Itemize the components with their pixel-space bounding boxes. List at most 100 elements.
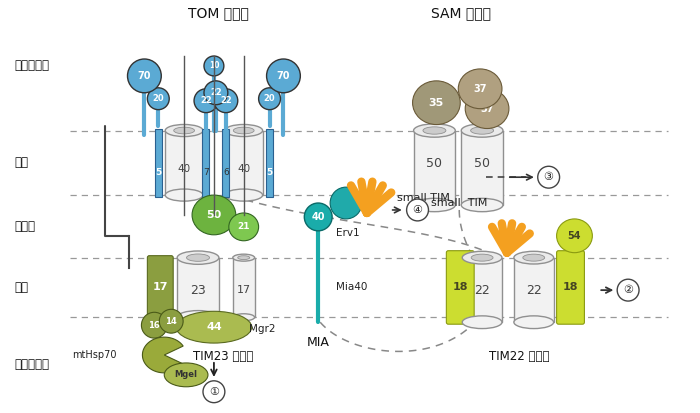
Ellipse shape	[187, 254, 209, 261]
Polygon shape	[142, 337, 183, 373]
Text: ④: ④	[412, 205, 423, 215]
Ellipse shape	[466, 89, 509, 128]
Text: 17: 17	[237, 285, 251, 295]
Text: 50: 50	[206, 210, 221, 220]
Text: TOM 複合体: TOM 複合体	[188, 6, 249, 20]
Text: 20: 20	[153, 94, 164, 103]
Text: Erv1: Erv1	[336, 228, 360, 238]
Text: 5: 5	[267, 168, 273, 177]
Text: 18: 18	[452, 282, 468, 292]
Ellipse shape	[204, 81, 228, 104]
Text: 22: 22	[526, 284, 542, 297]
Bar	[462, 258, 502, 322]
Ellipse shape	[194, 89, 218, 113]
Ellipse shape	[174, 127, 195, 134]
Ellipse shape	[238, 256, 250, 260]
Text: 10: 10	[209, 62, 219, 71]
Circle shape	[617, 279, 639, 301]
Text: 70: 70	[138, 71, 151, 81]
Text: ③: ③	[544, 172, 554, 182]
Text: 22: 22	[220, 96, 232, 105]
Ellipse shape	[225, 189, 262, 201]
Ellipse shape	[304, 203, 332, 231]
Text: 50: 50	[426, 157, 442, 170]
Text: mtHsp70: mtHsp70	[72, 350, 117, 360]
Text: 37: 37	[473, 84, 487, 94]
Ellipse shape	[414, 124, 455, 137]
Text: Mgr2: Mgr2	[248, 324, 275, 334]
Ellipse shape	[148, 88, 169, 110]
Text: 37: 37	[480, 104, 494, 114]
Text: ②: ②	[623, 285, 633, 295]
Ellipse shape	[414, 198, 455, 212]
Text: ①: ①	[209, 387, 219, 397]
Bar	[177, 258, 219, 317]
Ellipse shape	[514, 251, 554, 264]
Text: 50: 50	[474, 157, 490, 170]
Bar	[223, 128, 230, 197]
Ellipse shape	[229, 213, 258, 241]
Bar	[165, 131, 203, 195]
Text: 内膜: 内膜	[14, 281, 28, 294]
Text: マトリクス: マトリクス	[14, 358, 49, 371]
Ellipse shape	[461, 124, 503, 137]
Text: 35: 35	[429, 98, 444, 108]
Text: TIM23 複合体: TIM23 複合体	[193, 351, 253, 363]
Ellipse shape	[523, 254, 545, 261]
Text: 外膜: 外膜	[14, 156, 28, 169]
Ellipse shape	[204, 56, 224, 76]
Ellipse shape	[165, 189, 203, 201]
Ellipse shape	[233, 314, 255, 321]
Ellipse shape	[177, 251, 219, 264]
FancyBboxPatch shape	[556, 251, 584, 324]
Text: 44: 44	[206, 322, 222, 332]
Text: 6: 6	[223, 168, 229, 177]
Text: 70: 70	[276, 71, 290, 81]
Ellipse shape	[423, 127, 446, 134]
Ellipse shape	[330, 187, 362, 219]
Text: 21: 21	[237, 222, 250, 231]
Circle shape	[538, 166, 559, 188]
Bar	[202, 128, 209, 197]
Ellipse shape	[192, 195, 236, 235]
Ellipse shape	[462, 316, 502, 329]
Bar	[414, 131, 455, 205]
Text: 16: 16	[148, 321, 160, 330]
Bar	[155, 128, 162, 197]
Text: 17: 17	[153, 282, 168, 292]
Ellipse shape	[461, 198, 503, 212]
Text: SAM 複合体: SAM 複合体	[431, 6, 491, 20]
Ellipse shape	[233, 254, 255, 261]
Ellipse shape	[412, 81, 461, 125]
Ellipse shape	[225, 124, 262, 137]
Ellipse shape	[176, 311, 252, 343]
Circle shape	[203, 381, 225, 403]
Text: small TIM: small TIM	[397, 193, 449, 203]
Ellipse shape	[141, 312, 167, 338]
Text: small  TIM: small TIM	[431, 198, 487, 208]
Ellipse shape	[514, 316, 554, 329]
Bar	[233, 258, 255, 317]
Text: 20: 20	[264, 94, 275, 103]
Text: 22: 22	[200, 96, 212, 105]
Text: 22: 22	[474, 284, 490, 297]
Text: 18: 18	[563, 282, 578, 292]
Ellipse shape	[470, 127, 494, 134]
Text: 5: 5	[155, 168, 162, 177]
Text: MIA: MIA	[307, 336, 330, 349]
Ellipse shape	[471, 254, 493, 261]
Text: 54: 54	[568, 231, 581, 241]
Ellipse shape	[164, 363, 208, 387]
Ellipse shape	[556, 219, 592, 253]
Text: 23: 23	[190, 284, 206, 297]
Ellipse shape	[267, 59, 300, 93]
Text: サイトゾル: サイトゾル	[14, 59, 49, 72]
Ellipse shape	[214, 89, 238, 113]
Text: 40: 40	[178, 164, 190, 174]
Ellipse shape	[127, 59, 161, 93]
Text: 膜間部: 膜間部	[14, 220, 35, 233]
Ellipse shape	[462, 251, 502, 264]
Text: 14: 14	[165, 317, 177, 326]
Ellipse shape	[160, 309, 183, 333]
Text: 40: 40	[312, 212, 325, 222]
